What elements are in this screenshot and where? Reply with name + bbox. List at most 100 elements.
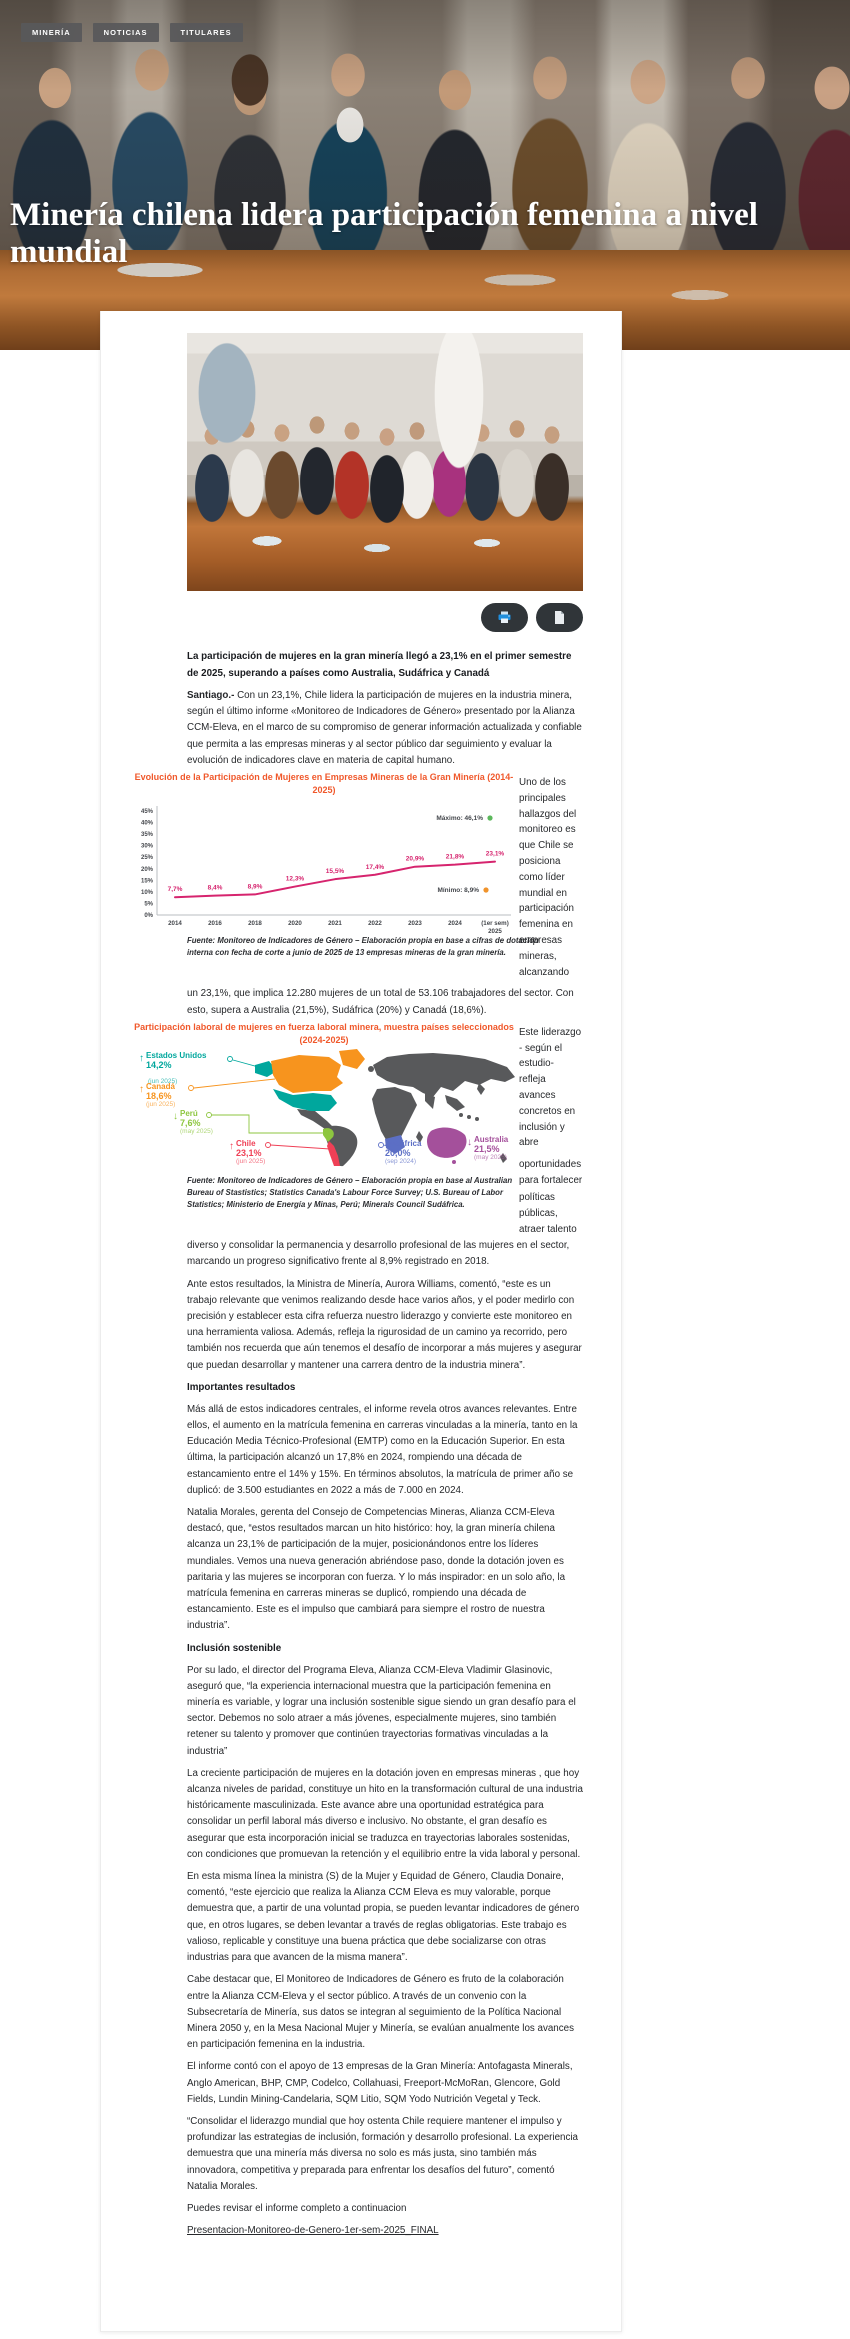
svg-text:2016: 2016 <box>208 920 222 927</box>
connector-peru <box>206 1111 325 1134</box>
connector-australia <box>452 1137 466 1144</box>
article-lead: La participación de mujeres en la gran m… <box>187 651 572 679</box>
paragraph-4: Ante estos resultados, la Ministra de Mi… <box>187 1278 582 1371</box>
figure-evolution-chart: Evolución de la Participación de Mujeres… <box>135 771 539 983</box>
chart-title: Evolución de la Participación de Mujeres… <box>134 772 514 796</box>
country-value: 23,1% <box>236 1147 262 1158</box>
country-chile <box>327 1140 340 1166</box>
svg-text:2020: 2020 <box>288 920 302 927</box>
country-peru <box>323 1127 334 1142</box>
country-name: Canadá <box>146 1081 175 1091</box>
svg-text:20%: 20% <box>141 867 154 873</box>
svg-text:2024: 2024 <box>448 920 462 927</box>
map-title: Participación laboral de mujeres en fuer… <box>134 1021 514 1045</box>
country-value: 21,5% <box>474 1143 500 1154</box>
trend-up-icon: ↑ <box>229 1140 234 1152</box>
paragraph-7: Por su lado, el director del Programa El… <box>187 1664 576 1757</box>
paragraph-8: La creciente participación de mujeres en… <box>187 1767 583 1860</box>
connector-canada <box>188 1078 276 1091</box>
paragraph-wrap-2: Este liderazgo - según el estudio- refle… <box>519 1026 582 1149</box>
section-heading-inclusion: Inclusión sostenible <box>187 1642 282 1654</box>
map-label-chile: ↑ Chile 23,1% (jun 2025) <box>229 1139 265 1166</box>
country-value: 14,2% <box>146 1059 172 1070</box>
svg-text:21,8%: 21,8% <box>446 854 465 861</box>
download-button[interactable] <box>536 603 583 632</box>
country-name: Estados Unidos <box>146 1050 207 1060</box>
world-map: ↑ Estados Unidos 14,2% (jun 2025) ↑ Canadá… <box>127 1048 521 1171</box>
country-date: (jun 2025) <box>146 1100 176 1108</box>
country-australia <box>427 1127 467 1158</box>
map-label-estados-unidos: ↑ Estados Unidos 14,2% (jun 2025) <box>139 1051 206 1088</box>
country-tasmania <box>452 1159 456 1164</box>
trend-down-icon: ↓ <box>173 1110 178 1122</box>
svg-text:2022: 2022 <box>368 920 382 927</box>
svg-text:8,4%: 8,4% <box>208 885 223 892</box>
country-south-africa <box>385 1134 405 1154</box>
country-name: Sudáfrica <box>385 1138 422 1148</box>
svg-text:7,7%: 7,7% <box>168 886 183 893</box>
svg-text:15,5%: 15,5% <box>326 868 345 875</box>
paragraph-6: Natalia Morales, gerenta del Consejo de … <box>187 1507 566 1632</box>
svg-text:2018: 2018 <box>248 920 262 927</box>
svg-text:2014: 2014 <box>168 920 182 927</box>
paragraph-intro-text: Con un 23,1%, Chile lidera la participac… <box>187 690 582 766</box>
country-canada <box>271 1054 343 1093</box>
section-heading-resultados: Importantes resultados <box>187 1381 296 1393</box>
country-name: Perú <box>180 1108 198 1118</box>
country-value: 20,0% <box>385 1147 411 1158</box>
svg-text:25%: 25% <box>141 855 154 861</box>
svg-text:Mínimo: 8,9%: Mínimo: 8,9% <box>437 887 479 894</box>
svg-text:12,3%: 12,3% <box>286 876 305 883</box>
paragraph-13: Puedes revisar el informe completo a con… <box>187 2202 407 2214</box>
paragraph-2: un 23,1%, que implica 12.280 mujeres de … <box>187 988 574 1016</box>
country-date: (jun 2025) <box>148 1077 178 1085</box>
svg-text:0%: 0% <box>144 913 153 919</box>
svg-text:30%: 30% <box>141 844 154 850</box>
hero-image: MINERÍA NOTICIAS TITULARES Minería chile… <box>0 0 850 350</box>
paragraph-wrap-1: Uno de los principales hallazgos del mon… <box>519 777 577 978</box>
map-label-sudafrica: Sudáfrica 20,0% (sep 2024) <box>385 1139 421 1166</box>
evolution-chart: 0% 5% 10% 15% 20% 25% 30% 35% 40% 45% 7,7% 8,4% 8,9%… <box>141 806 511 935</box>
nav-item-mineria[interactable]: MINERÍA <box>21 23 82 42</box>
map-label-australia: ↓ Australia 21,5% (may 2025) <box>467 1135 508 1162</box>
svg-text:23,1%: 23,1% <box>486 851 505 858</box>
svg-text:17,4%: 17,4% <box>366 864 385 871</box>
country-name: Chile <box>236 1138 256 1148</box>
svg-text:2023: 2023 <box>408 920 422 927</box>
svg-text:Máximo: 46,1%: Máximo: 46,1% <box>436 815 483 822</box>
trend-down-icon: ↓ <box>467 1136 472 1148</box>
country-usa <box>273 1088 337 1111</box>
connector-chile <box>265 1141 331 1150</box>
dateline: Santiago.- <box>187 690 235 701</box>
paragraph-9: En esta misma línea la ministra (S) de l… <box>187 1871 580 1964</box>
figure-map-chart: Participación laboral de mujeres en fuer… <box>134 1021 515 1221</box>
connector-south-africa <box>378 1141 392 1148</box>
trend-up-icon: ↑ <box>139 1083 144 1095</box>
map-source: Fuente: Monitoreo de Indicadores de Géne… <box>187 1175 513 1209</box>
svg-text:10%: 10% <box>141 890 154 896</box>
nav-item-noticias[interactable]: NOTICIAS <box>92 23 159 42</box>
toolbar <box>187 603 583 632</box>
svg-text:8,9%: 8,9% <box>248 883 263 890</box>
svg-text:5%: 5% <box>144 901 153 907</box>
chart-source: Fuente: Monitoreo de Indicadores de Géne… <box>187 936 539 958</box>
svg-text:35%: 35% <box>141 832 154 838</box>
paragraph-12: “Consolidar el liderazgo mundial que hoy… <box>187 2115 579 2192</box>
paragraph-11: El informe contó con el apoyo de 13 empr… <box>187 2061 573 2105</box>
print-button[interactable] <box>481 603 528 632</box>
country-date: (may 2025) <box>474 1153 507 1161</box>
connector-usa <box>227 1055 274 1072</box>
country-name: Australia <box>474 1134 509 1144</box>
svg-text:15%: 15% <box>141 878 154 884</box>
article-card: La participación de mujeres en la gran m… <box>100 311 622 2332</box>
svg-text:(1er sem)2025: (1er sem) 2025 <box>481 920 509 935</box>
report-link[interactable]: Presentacion-Monitoreo-de-Genero-1er-sem… <box>187 2225 439 2237</box>
paragraph-intro: Santiago.- Con un 23,1%, Chile lidera la… <box>187 688 583 769</box>
country-date: (jun 2025) <box>236 1157 266 1165</box>
world-map-svg <box>188 1048 515 1166</box>
paragraph-3: oportunidades para fortalecer políticas … <box>187 1159 583 1268</box>
nav-item-titulares[interactable]: TITULARES <box>169 23 243 42</box>
country-value: 7,6% <box>180 1117 201 1128</box>
paragraph-5: Más allá de estos indicadores centrales,… <box>187 1403 578 1496</box>
paragraph-10: Cabe destacar que, El Monitoreo de Indic… <box>187 1974 575 2051</box>
